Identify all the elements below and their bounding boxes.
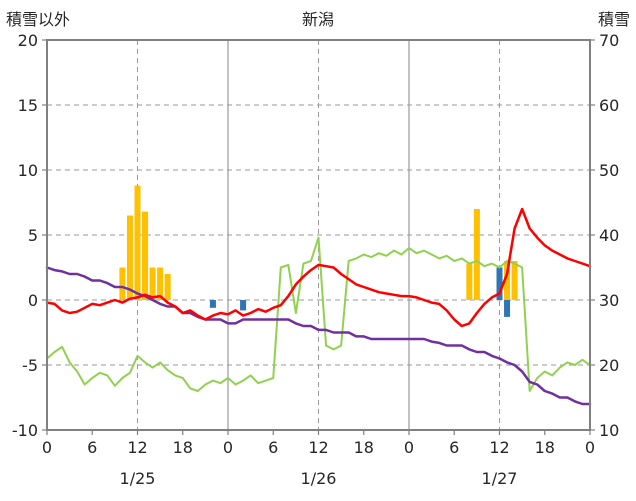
bar-blue [504,300,511,317]
x-tick-label: 12 [489,438,509,457]
x-tick-label: 18 [173,438,193,457]
bar-orange [134,185,141,300]
x-tick-label: 18 [354,438,374,457]
y-left-tick-label: 20 [18,31,38,50]
x-tick-label: 0 [585,438,595,457]
x-tick-label: 0 [223,438,233,457]
y-right-tick-label: 40 [599,226,619,245]
bar-orange [511,261,518,300]
bar-orange [466,263,473,300]
left-axis-title: 積雪以外 [6,10,71,29]
chart-title: 新潟 [301,10,334,29]
date-label: 1/27 [482,469,518,488]
bar-orange [164,274,171,300]
date-label: 1/25 [120,469,156,488]
bar-orange [149,267,156,300]
x-tick-label: 0 [42,438,52,457]
y-right-tick-label: 60 [599,96,619,115]
y-right-tick-label: 10 [599,421,619,440]
bar-orange [504,261,511,300]
line-red [45,207,592,328]
right-axis-title: 積雪 [597,10,630,29]
x-tick-label: 12 [308,438,328,457]
y-right-tick-label: 20 [599,356,619,375]
y-left-tick-label: 15 [18,96,38,115]
x-tick-label: 0 [404,438,414,457]
x-tick-label: 6 [268,438,278,457]
y-left-tick-label: -5 [22,356,38,375]
line-purple [45,266,592,406]
y-left-tick-label: 0 [28,291,38,310]
y-left-tick-label: 10 [18,161,38,180]
date-label: 1/26 [301,469,337,488]
bar-orange [126,215,133,300]
x-tick-label: 6 [449,438,459,457]
x-tick-label: 12 [127,438,147,457]
bar-orange [119,267,126,300]
bar-blue [496,267,503,300]
x-tick-label: 6 [87,438,97,457]
y-left-tick-label: 5 [28,226,38,245]
line-green [46,236,591,392]
bar-blue [209,300,216,308]
x-tick-label: 18 [535,438,555,457]
y-right-tick-label: 50 [599,161,619,180]
y-left-tick-label: -10 [12,421,38,440]
bar-blue [240,300,247,311]
y-right-tick-label: 30 [599,291,619,310]
bar-orange [473,209,480,300]
y-right-tick-label: 70 [599,31,619,50]
bar-orange [157,267,164,300]
bar-orange [142,211,149,300]
